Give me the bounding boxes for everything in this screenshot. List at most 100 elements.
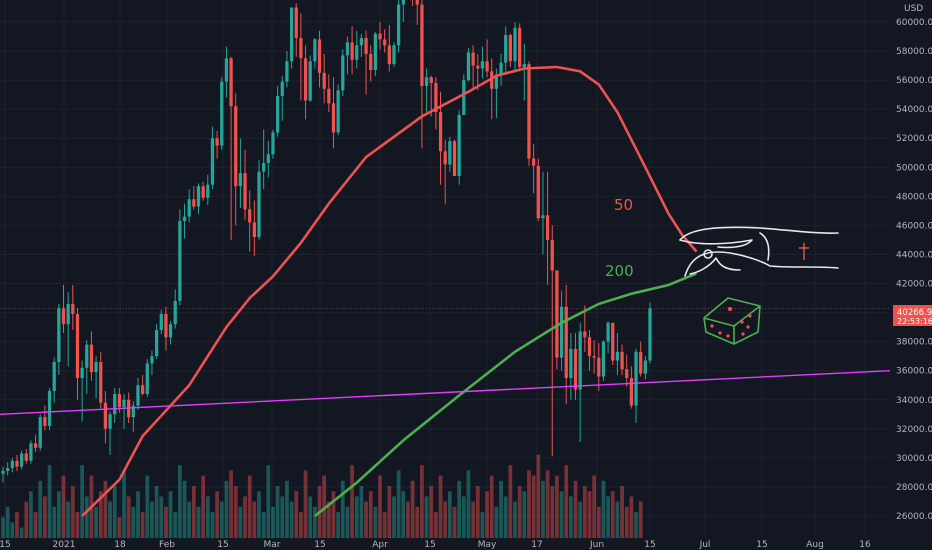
candle-body	[19, 453, 24, 467]
support-trendline	[0, 370, 891, 415]
volume-bar	[164, 506, 168, 538]
candle-body	[229, 58, 233, 107]
volume-bar	[429, 486, 434, 538]
volume-bar	[378, 475, 382, 538]
volume-bar	[178, 465, 182, 538]
volume-bar	[387, 486, 392, 538]
price-axis-bg	[890, 0, 932, 550]
candle-body	[47, 391, 52, 426]
volume-bar	[159, 496, 164, 538]
volume-bar	[215, 491, 219, 538]
time-tick-label: Mar	[264, 540, 281, 550]
volume-bar	[140, 512, 145, 538]
candle-body	[224, 58, 229, 82]
candle-body	[504, 35, 508, 63]
candle-body	[234, 106, 238, 187]
price-tick-label: 38000.00	[896, 338, 932, 348]
candle-body	[359, 37, 364, 46]
candle-body	[280, 81, 284, 97]
candle-body	[108, 414, 112, 429]
candle-body	[238, 173, 243, 187]
candle-body	[583, 331, 587, 338]
candle-body	[271, 132, 275, 155]
volume-bar	[350, 465, 354, 538]
ma50-line	[81, 65, 698, 517]
volume-bar	[541, 480, 545, 538]
candle-body	[648, 308, 652, 361]
volume-bar	[527, 470, 531, 538]
price-tick-label: 54000.00	[896, 105, 932, 115]
volume-bar	[80, 465, 84, 538]
volume-bar	[364, 501, 368, 538]
candle-body	[94, 361, 98, 373]
candle-body	[113, 393, 117, 415]
candle-body	[317, 39, 322, 73]
candle-body	[532, 158, 536, 166]
candle-body	[85, 344, 89, 368]
candle-body	[448, 141, 452, 165]
candle-body	[117, 393, 121, 408]
ma200-line	[314, 272, 697, 518]
price-tick-label: 26000.00	[896, 512, 932, 522]
candle-body	[257, 171, 261, 238]
dice-pips	[710, 307, 752, 338]
candle-body	[66, 303, 70, 325]
price-axis: 26000.00 28000.00 30000.00 32000.00 34000.00…	[890, 0, 932, 550]
volume-bar	[294, 491, 299, 538]
candle-body	[415, 0, 419, 5]
candle-body	[536, 165, 540, 219]
candle-body	[322, 72, 326, 89]
volume-bar	[201, 475, 206, 538]
currency-label: USD	[904, 4, 923, 14]
candle-body	[220, 81, 224, 146]
time-tick-label: Jun	[589, 540, 604, 550]
time-tick-label: Jul	[699, 540, 711, 550]
candle-body	[201, 186, 205, 198]
candle-body	[10, 460, 14, 469]
volume-bar	[624, 506, 629, 538]
volume-bar	[38, 480, 43, 538]
candle-body	[80, 367, 84, 378]
volume-bar	[219, 501, 224, 538]
candle-body	[569, 348, 573, 378]
candle-body	[131, 405, 135, 418]
volume-bar	[354, 496, 359, 538]
volume-bar	[322, 475, 327, 538]
volume-bar	[70, 486, 75, 538]
volume-bar	[266, 465, 271, 538]
price-tick-label: 50000.00	[896, 163, 932, 173]
candle-body	[452, 141, 457, 177]
time-tick-label: 16	[859, 540, 871, 550]
candle-body	[355, 45, 359, 60]
dice-icon	[703, 297, 761, 345]
volume-bar	[1, 517, 5, 538]
volume-bar	[29, 491, 33, 538]
time-tick-label: 15	[756, 540, 767, 550]
volume-bar	[373, 506, 378, 538]
volume-bar	[471, 501, 475, 538]
volume-bar	[168, 491, 173, 538]
price-tick-label: 42000.00	[896, 280, 932, 290]
candle-body	[159, 314, 163, 331]
volume-bar	[443, 501, 448, 538]
volume-bar	[94, 506, 98, 538]
volume-bar	[308, 496, 313, 538]
time-axis: 15 2021 18 Feb 15 Mar 15 Apr 15 May 17 Jun 15 Jul 15 Au…	[0, 538, 890, 550]
volume-bar	[252, 501, 257, 538]
candle-body	[443, 151, 447, 165]
volume-bar	[573, 480, 578, 538]
time-tick-label: 18	[114, 540, 126, 550]
volume-bar	[238, 506, 243, 538]
candle-body	[494, 74, 499, 89]
candle-body	[187, 199, 191, 217]
volume-bar	[415, 506, 420, 538]
volume-bar	[434, 512, 438, 538]
price-tick-label: 48000.00	[896, 192, 932, 202]
volume-bar	[84, 496, 89, 538]
candle-body	[513, 27, 517, 62]
candle-body	[294, 7, 298, 38]
volume-bar	[438, 475, 443, 538]
time-tick-label: 15	[0, 540, 11, 550]
time-tick-label: May	[478, 540, 497, 550]
volume-bar	[103, 480, 108, 538]
